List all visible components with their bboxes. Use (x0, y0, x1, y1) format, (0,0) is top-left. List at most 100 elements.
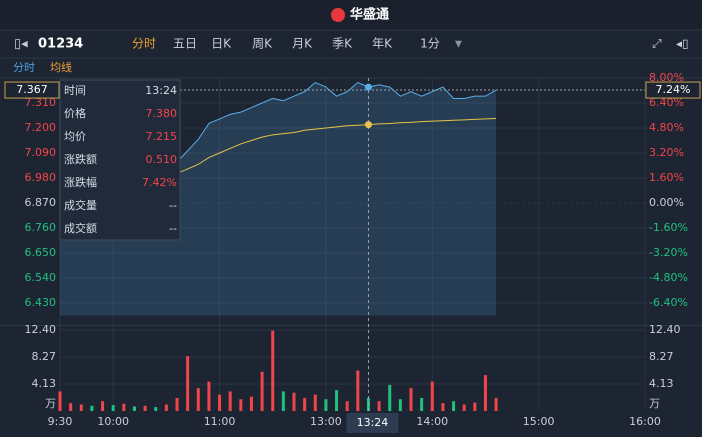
y-tick-label: 7.200 (25, 121, 57, 134)
volume-bar (79, 404, 83, 411)
volume-bar (494, 397, 498, 411)
volume-bar (143, 405, 147, 411)
volume-bar (101, 401, 105, 411)
y-tick-label: 6.650 (25, 246, 57, 259)
y2-tick-label: -6.40% (649, 296, 688, 309)
y-tick-label: 6.760 (25, 221, 57, 234)
volume-bar (186, 356, 190, 411)
brand: 华盛通 (350, 7, 389, 23)
price-area (60, 82, 497, 316)
tab[interactable]: 五日 (173, 37, 197, 51)
tooltip-value: 7.380 (146, 107, 178, 120)
y2-tick-label: -3.20% (649, 246, 688, 259)
y2-tick-label: 8.00% (649, 71, 684, 84)
volume-bar (335, 390, 339, 411)
vol-tick-label: 8.27 (649, 350, 674, 363)
volume-bar (303, 397, 307, 411)
tooltip-value: -- (169, 199, 177, 212)
volume-bar (398, 399, 402, 411)
volume-bar (356, 370, 360, 411)
x-tick-label: 10:00 (97, 415, 129, 428)
volume-bar (207, 381, 211, 411)
volume-bar (420, 397, 424, 411)
last-price-label: 7.367 (16, 83, 48, 96)
volume-bar (441, 403, 445, 411)
y2-tick-label: 3.20% (649, 146, 684, 159)
x-tick-label: 9:30 (48, 415, 73, 428)
volume-bar (281, 391, 285, 411)
tooltip-value: 7.42% (142, 176, 177, 189)
vol-tick-label: 8.27 (32, 350, 57, 363)
x-tick-label: 14:00 (416, 415, 448, 428)
tooltip-key: 涨跌幅 (64, 175, 97, 189)
volume-bar (164, 404, 168, 411)
expand-icon[interactable]: ⤢ (651, 37, 662, 51)
y2-tick-label: 0.00% (649, 196, 684, 209)
y2-tick-label: -4.80% (649, 271, 688, 284)
tooltip-key: 均价 (64, 130, 86, 143)
volume-bar (409, 388, 413, 411)
crosshair-time-box (346, 413, 399, 433)
vol-tick-label: 12.40 (25, 323, 57, 336)
volume-bar (345, 401, 349, 411)
volume-bar (228, 391, 232, 411)
volume-bar (218, 394, 222, 411)
volume-bar (249, 396, 253, 411)
volume-bar (175, 397, 179, 411)
y-tick-label: 6.870 (25, 196, 57, 209)
volume-bar (69, 403, 73, 411)
tab[interactable]: 月K (292, 37, 313, 51)
header-bar (0, 0, 702, 30)
tooltip-value: 7.215 (146, 130, 178, 143)
y-tick-label: 6.540 (25, 271, 57, 284)
volume-bar (58, 391, 62, 411)
y2-tick-label: 1.60% (649, 171, 684, 184)
sub-tab[interactable]: 均线 (50, 60, 72, 74)
x-tick-label: 16:00 (629, 415, 661, 428)
volume-bar (324, 399, 328, 411)
side-icon[interactable]: ▯◂ (14, 37, 28, 52)
volume-bar (196, 388, 200, 411)
x-tick-label: 13:00 (310, 415, 342, 428)
x-tick-label: 11:00 (204, 415, 236, 428)
tooltip-key: 成交量 (64, 198, 97, 212)
volume-bar (313, 394, 317, 411)
y2-tick-label: -1.60% (649, 221, 688, 234)
tooltip-value: 0.510 (146, 153, 178, 166)
y2-tick-label: 4.80% (649, 121, 684, 134)
volume-bar (90, 405, 94, 411)
tooltip-key: 涨跌额 (64, 152, 97, 166)
volume-bar (111, 405, 115, 411)
volume-bar (473, 402, 477, 411)
logo-icon (331, 8, 345, 22)
change-label-box (645, 81, 701, 99)
volume-bar (430, 381, 434, 411)
volume-bar (271, 330, 275, 411)
volume-bar (239, 399, 243, 411)
dropdown-arrow[interactable]: ▼ (455, 40, 462, 50)
volume-bar (377, 401, 381, 411)
vol-tick-label: 12.40 (649, 323, 681, 336)
crosshair-time: 13:24 (357, 416, 389, 429)
y2-tick-label: 6.40% (649, 96, 684, 109)
volume-bar (122, 403, 126, 411)
tab[interactable]: 分时 (132, 37, 156, 51)
exit-icon[interactable]: ◂▯ (676, 37, 689, 51)
tab[interactable]: 季K (332, 37, 353, 51)
tab[interactable]: 日K (211, 37, 232, 51)
y-tick-label: 6.430 (25, 296, 57, 309)
crosshair-dot (364, 83, 372, 91)
stock-code: 01234 (38, 37, 83, 52)
tooltip-value: -- (169, 222, 177, 235)
crosshair-dot (364, 121, 372, 129)
tooltip-key: 价格 (64, 106, 86, 120)
sub-tab[interactable]: 分时 (13, 61, 35, 74)
tab[interactable]: 周K (252, 37, 273, 51)
tab[interactable]: 1分 (420, 37, 440, 51)
price-label-box (4, 81, 60, 99)
y-tick-label: 6.980 (25, 171, 57, 184)
tooltip-key: 成交额 (64, 221, 97, 235)
volume-bar (132, 406, 136, 411)
tab[interactable]: 年K (372, 37, 393, 51)
